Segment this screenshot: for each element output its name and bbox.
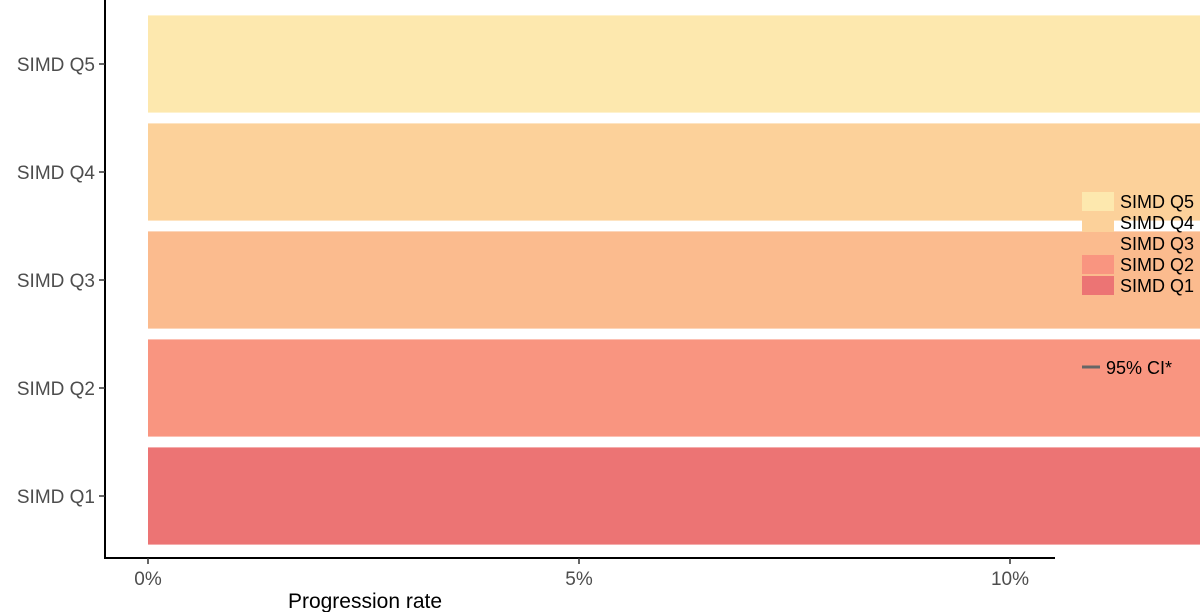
bar [148,231,1200,329]
y-tick-label: SIMD Q2 [17,379,95,400]
y-tick-label: SIMD Q1 [17,487,95,508]
x-tick-label: 10% [991,569,1029,590]
legend-swatch [1082,255,1114,274]
x-tick-label: 0% [134,569,162,590]
bar [148,15,1200,113]
y-tick-label: SIMD Q4 [17,163,96,184]
bar [148,447,1200,545]
legend-swatch [1082,234,1114,253]
legend-swatch [1082,213,1114,232]
legend-swatch [1082,276,1114,295]
x-axis-title: Progression rate [288,590,442,612]
legend-label: SIMD Q5 [1120,192,1194,212]
legend-label: SIMD Q1 [1120,276,1194,296]
y-ticks-layer: SIMD Q5 SIMD Q4 SIMD Q3 SIMD Q2 SIMD Q1 [17,55,105,508]
bars-layer [148,15,1200,545]
x-ticks-layer: 0%5%10%15%20% [134,558,1029,590]
x-tick-label: 5% [565,569,593,590]
legend-label: SIMD Q3 [1120,234,1194,254]
bar [148,339,1200,437]
legend-label: SIMD Q2 [1120,255,1194,275]
y-tick-label: SIMD Q5 [17,55,95,76]
y-tick-label: SIMD Q3 [17,271,95,292]
legend-swatch [1082,192,1114,211]
legend-ci-label: 95% CI* [1106,358,1172,378]
bar [148,123,1200,221]
legend-label: SIMD Q4 [1120,213,1194,233]
